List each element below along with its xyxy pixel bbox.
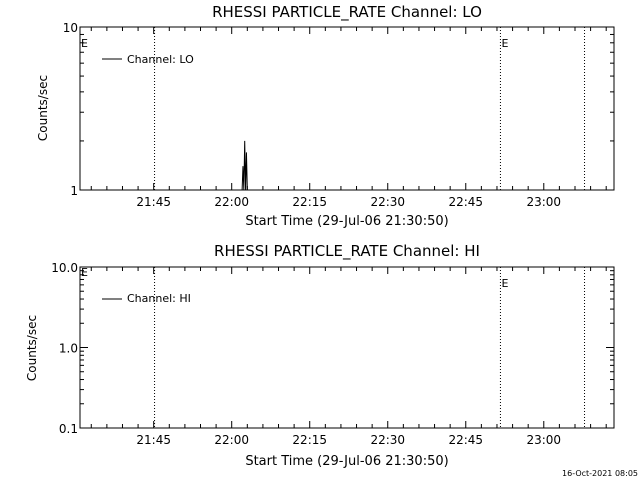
lo-event-marker-label: E	[501, 37, 508, 50]
lo-legend-label: Channel: LO	[127, 53, 194, 66]
lo-x-tick-label: 21:45	[136, 195, 171, 209]
lo-y-tick-label: 10	[63, 21, 78, 35]
hi-y-axis-label: Counts/sec	[25, 315, 39, 381]
hi-x-tick-label: 23:00	[526, 433, 561, 447]
lo-x-tick-label: 22:30	[370, 195, 405, 209]
lo-x-axis-label: Start Time (29-Jul-06 21:30:50)	[245, 214, 448, 229]
hi-x-tick-label: 22:15	[292, 433, 327, 447]
hi-x-tick-label: 21:45	[136, 433, 171, 447]
lo-y-tick-label: 1	[70, 184, 78, 198]
footer-timestamp: 16-Oct-2021 08:05	[562, 469, 638, 478]
lo-edge-label: E	[81, 37, 88, 50]
lo-x-tick-label: 23:00	[526, 195, 561, 209]
hi-edge-label: E	[81, 266, 88, 279]
hi-y-tick-label: 10.0	[51, 261, 78, 275]
hi-chart-title: RHESSI PARTICLE_RATE Channel: HI	[214, 242, 480, 261]
hi-x-tick-label: 22:30	[370, 433, 405, 447]
lo-plot-frame	[79, 26, 615, 191]
lo-series-line	[241, 140, 248, 191]
hi-y-tick-label: 0.1	[59, 422, 78, 436]
hi-y-tick-label: 1.0	[59, 342, 78, 356]
hi-event-marker-label: E	[501, 277, 508, 290]
hi-x-tick-label: 22:00	[214, 433, 249, 447]
lo-x-tick-label: 22:00	[214, 195, 249, 209]
lo-y-axis-label: Counts/sec	[36, 75, 50, 141]
lo-x-tick-label: 22:45	[448, 195, 483, 209]
hi-legend-label: Channel: HI	[127, 292, 191, 305]
hi-x-axis-label: Start Time (29-Jul-06 21:30:50)	[245, 454, 448, 469]
lo-x-tick-label: 22:15	[292, 195, 327, 209]
lo-chart-title: RHESSI PARTICLE_RATE Channel: LO	[212, 3, 482, 22]
lo-channel-panel: RHESSI PARTICLE_RATE Channel: LO Counts/…	[36, 3, 615, 229]
hi-x-tick-label: 22:45	[448, 433, 483, 447]
hi-channel-panel: RHESSI PARTICLE_RATE Channel: HI Counts/…	[25, 242, 615, 469]
